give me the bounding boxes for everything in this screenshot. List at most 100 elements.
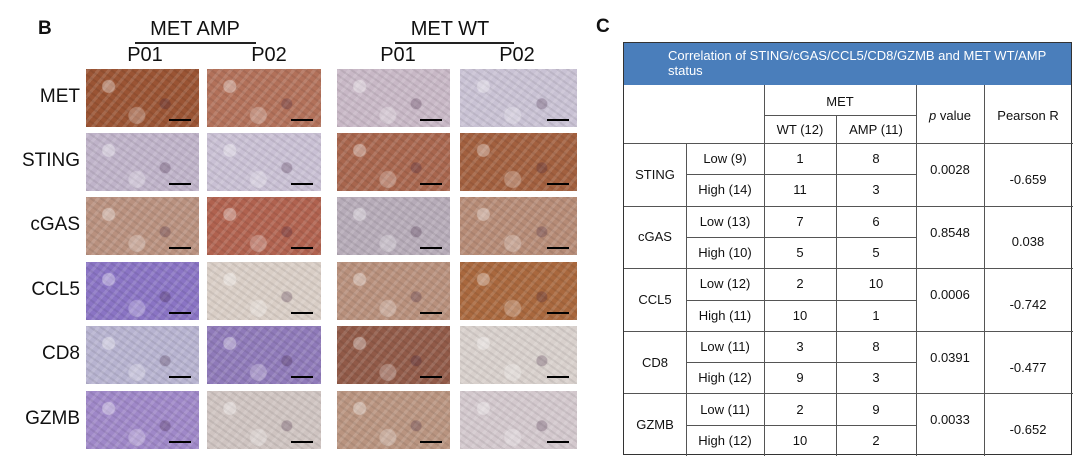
row-low-amp-cgas: 6 bbox=[872, 213, 880, 229]
row-marker-sting: STING bbox=[635, 166, 675, 182]
ihc-image-ccl5-1 bbox=[86, 262, 199, 320]
grid-line bbox=[686, 424, 916, 426]
ihc-image-sting-4 bbox=[460, 133, 577, 191]
row-high-wt-cgas: 5 bbox=[796, 245, 804, 261]
ihc-image-met-1 bbox=[86, 69, 199, 127]
row-high-label-gzmb: High (12) bbox=[698, 432, 752, 448]
row-p-value-sting: 0.0028 bbox=[930, 162, 970, 178]
ihc-image-cd8-2 bbox=[207, 326, 321, 384]
row-low-wt-gzmb: 2 bbox=[796, 401, 804, 417]
header-p-rest: value bbox=[936, 107, 971, 123]
row-high-wt-ccl5: 10 bbox=[792, 307, 808, 323]
scale-bar bbox=[169, 375, 191, 378]
row-low-label-cd8: Low (11) bbox=[700, 338, 750, 354]
ihc-image-gzmb-4 bbox=[460, 391, 577, 449]
row-high-amp-cgas: 5 bbox=[872, 245, 880, 261]
group-underline-met-wt bbox=[395, 42, 514, 44]
grid-line bbox=[624, 393, 1073, 395]
scale-bar bbox=[291, 440, 313, 443]
marker-label-met: MET bbox=[39, 86, 80, 107]
patient-label-wt-p01: P01 bbox=[380, 44, 416, 66]
scale-bar bbox=[291, 246, 313, 249]
row-high-label-cgas: High (10) bbox=[698, 245, 752, 261]
ihc-image-cgas-2 bbox=[207, 197, 321, 255]
scale-bar bbox=[420, 118, 442, 121]
grid-line bbox=[686, 299, 916, 301]
row-marker-cgas: cGAS bbox=[638, 229, 672, 245]
row-low-label-cgas: Low (13) bbox=[699, 213, 751, 229]
row-high-label-ccl5: High (11) bbox=[698, 307, 752, 323]
row-low-amp-sting: 8 bbox=[872, 151, 880, 167]
ihc-image-cd8-3 bbox=[337, 326, 450, 384]
marker-label-cd8: CD8 bbox=[41, 343, 80, 364]
scale-bar bbox=[420, 311, 442, 314]
row-high-amp-sting: 3 bbox=[872, 182, 880, 198]
patient-label-amp-p02: P02 bbox=[251, 44, 287, 66]
ihc-image-cgas-4 bbox=[460, 197, 577, 255]
row-pearson-sting: -0.659 bbox=[1009, 171, 1047, 187]
header-met: MET bbox=[826, 93, 854, 109]
header-pearson-r: Pearson R bbox=[997, 107, 1059, 123]
scale-bar bbox=[291, 375, 313, 378]
row-high-label-sting: High (14) bbox=[698, 182, 752, 198]
row-marker-cd8: CD8 bbox=[641, 354, 668, 370]
ihc-image-met-4 bbox=[460, 69, 577, 127]
patient-label-amp-p01: P01 bbox=[127, 44, 163, 66]
grid-line bbox=[624, 143, 1073, 144]
row-pearson-cgas: 0.038 bbox=[1011, 234, 1045, 250]
scale-bar bbox=[291, 118, 313, 121]
correlation-table: Correlation of STING/cGAS/CCL5/CD8/GZMB … bbox=[623, 42, 1073, 456]
row-marker-gzmb: GZMB bbox=[636, 417, 674, 433]
row-high-amp-ccl5: 1 bbox=[872, 307, 880, 323]
ihc-image-gzmb-2 bbox=[207, 391, 321, 449]
grid-line bbox=[764, 85, 765, 456]
header-p-italic: p bbox=[929, 107, 937, 123]
row-p-value-ccl5: 0.0006 bbox=[930, 287, 970, 303]
row-high-amp-gzmb: 2 bbox=[872, 432, 880, 448]
row-low-wt-cgas: 7 bbox=[796, 213, 804, 229]
scale-bar bbox=[420, 246, 442, 249]
row-low-label-gzmb: Low (11) bbox=[700, 401, 750, 417]
row-high-wt-sting: 11 bbox=[793, 182, 807, 198]
row-high-amp-cd8: 3 bbox=[872, 370, 880, 386]
row-low-label-ccl5: Low (12) bbox=[699, 276, 751, 292]
grid-line bbox=[624, 268, 1073, 270]
ihc-image-sting-2 bbox=[207, 133, 321, 191]
panel-c-letter: C bbox=[596, 16, 610, 37]
scale-bar bbox=[420, 375, 442, 378]
scale-bar bbox=[169, 118, 191, 121]
row-p-value-cd8: 0.0391 bbox=[930, 349, 970, 365]
ihc-image-cgas-1 bbox=[86, 197, 199, 255]
row-p-value-cgas: 0.8548 bbox=[930, 224, 970, 240]
grid-line bbox=[984, 85, 985, 456]
header-wt: WT (12) bbox=[776, 121, 824, 137]
row-low-wt-ccl5: 2 bbox=[796, 276, 804, 292]
grid-line bbox=[686, 174, 916, 176]
ihc-image-met-2 bbox=[207, 69, 321, 127]
grid-line bbox=[686, 143, 687, 456]
ihc-image-ccl5-2 bbox=[207, 262, 321, 320]
grid-line bbox=[916, 85, 917, 456]
scale-bar bbox=[420, 182, 442, 185]
row-pearson-gzmb: -0.652 bbox=[1009, 422, 1047, 438]
ihc-image-cd8-1 bbox=[86, 326, 199, 384]
grid-line bbox=[836, 115, 837, 456]
row-low-label-sting: Low (9) bbox=[703, 151, 747, 167]
scale-bar bbox=[169, 182, 191, 185]
row-high-wt-gzmb: 10 bbox=[792, 432, 808, 448]
marker-label-cgas: cGAS bbox=[30, 214, 80, 235]
marker-label-ccl5: CCL5 bbox=[31, 279, 80, 300]
group-underline-met-amp bbox=[135, 42, 256, 44]
ihc-image-sting-3 bbox=[337, 133, 450, 191]
marker-label-sting: STING bbox=[21, 150, 80, 171]
scale-bar bbox=[169, 311, 191, 314]
grid-line bbox=[764, 115, 916, 116]
scale-bar bbox=[420, 440, 442, 443]
header-amp: AMP (11) bbox=[849, 121, 903, 137]
grid-line bbox=[624, 330, 1073, 332]
ihc-image-ccl5-3 bbox=[337, 262, 450, 320]
scale-bar bbox=[291, 182, 313, 185]
patient-label-wt-p02: P02 bbox=[499, 44, 535, 66]
marker-label-gzmb: GZMB bbox=[25, 408, 80, 429]
group-title-met-amp: MET AMP bbox=[150, 18, 240, 40]
